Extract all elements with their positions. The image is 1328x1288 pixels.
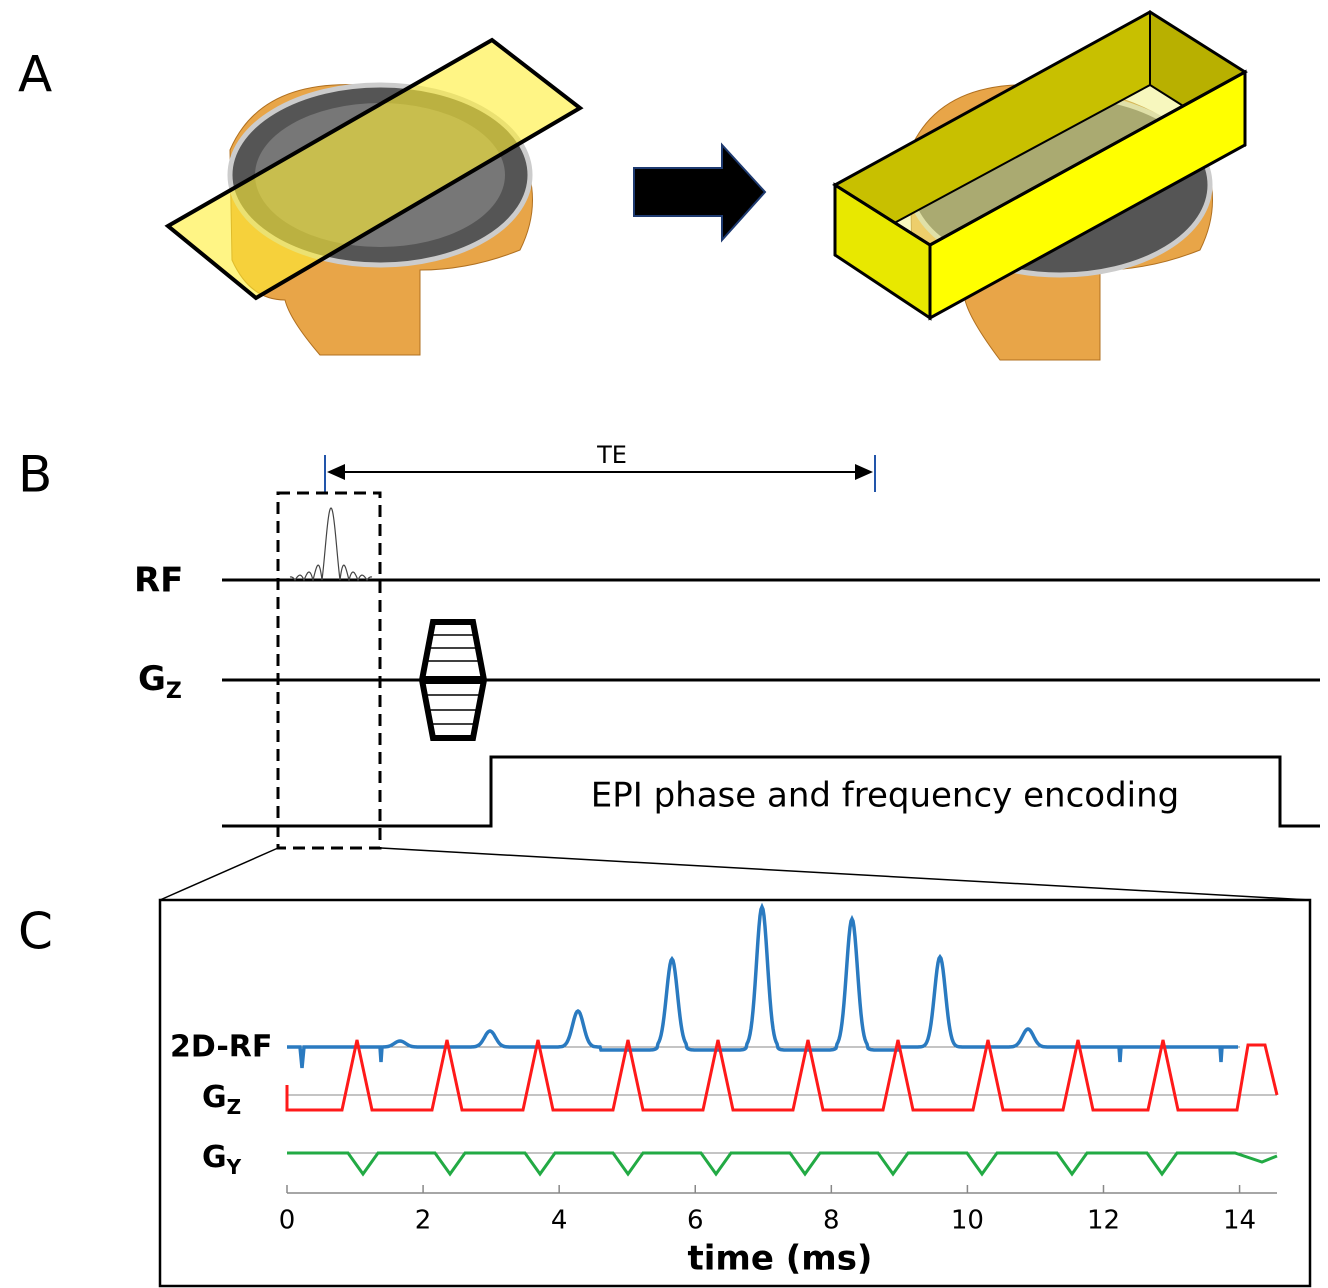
x-tick-label: 10 (951, 1206, 984, 1236)
x-tick-label: 2 (415, 1206, 432, 1236)
x-tick-label: 4 (551, 1206, 568, 1236)
zoom-lines (160, 848, 1310, 900)
x-tick-label: 6 (687, 1206, 704, 1236)
arrowhead (327, 464, 345, 480)
panel-label: B (18, 446, 52, 504)
gy-waveform (287, 1153, 1277, 1174)
rf-waveform (287, 907, 1238, 1068)
arrowhead (855, 464, 873, 480)
head-slab (835, 12, 1245, 360)
x-tick-label: 12 (1087, 1206, 1120, 1236)
figure: A B TE RF GZ EPI phase and frequency enc… (0, 0, 1328, 1288)
x-axis: 0 2 4 6 8 10 12 14 (279, 1185, 1277, 1236)
row-label: 2D-RF (170, 1030, 272, 1065)
x-axis-label: time (ms) (688, 1239, 873, 1279)
lobe-center (422, 676, 484, 684)
rf-pulse (290, 508, 372, 580)
x-tick-label: 8 (823, 1206, 840, 1236)
x-tick-label: 0 (279, 1206, 296, 1236)
epi-label: EPI phase and frequency encoding (591, 776, 1179, 816)
row-label: GZ (138, 659, 182, 705)
row-label: GZ (202, 1080, 241, 1119)
panel-label: C (18, 903, 53, 961)
row-label: RF (134, 561, 183, 601)
zoom-panel (160, 900, 1310, 1286)
panel-label: A (18, 46, 52, 104)
te-label: TE (596, 441, 627, 469)
head-slice (168, 40, 580, 355)
arrow (634, 145, 765, 240)
zoom-box (278, 493, 380, 848)
x-tick-label: 14 (1223, 1206, 1256, 1236)
row-label: GY (202, 1140, 242, 1179)
